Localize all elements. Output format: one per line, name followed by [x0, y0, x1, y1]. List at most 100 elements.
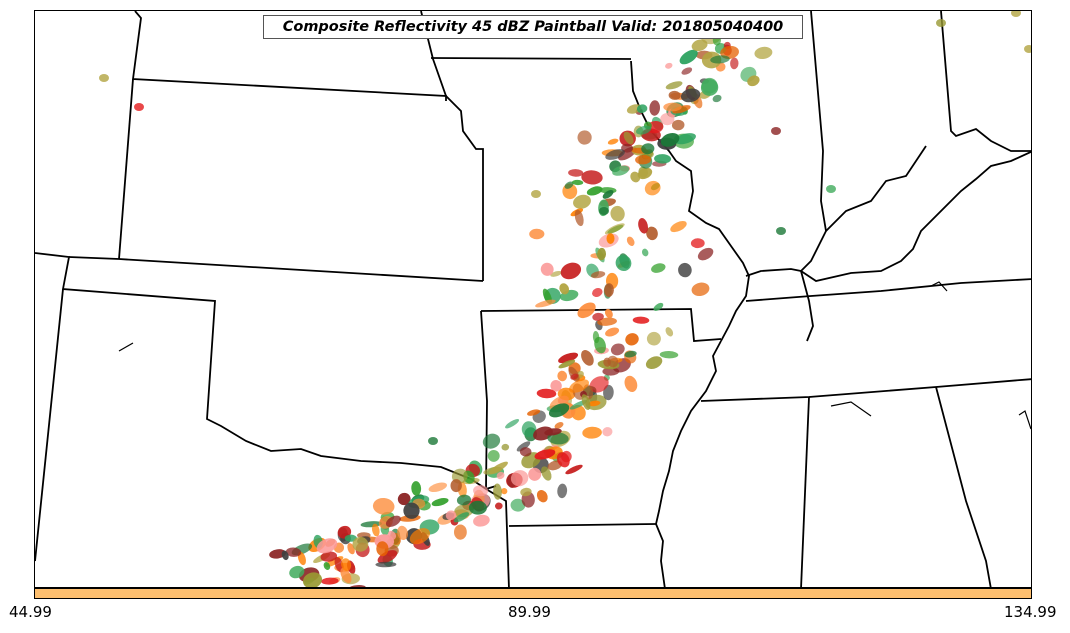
- storm-cell: [557, 370, 568, 382]
- storm-cell: [376, 541, 389, 557]
- storm-cell: [134, 103, 144, 111]
- storm-cell: [776, 227, 786, 235]
- storm-cell: [603, 357, 611, 367]
- storm-cell: [670, 221, 687, 233]
- storm-cell: [592, 312, 604, 321]
- storm-cell: [712, 94, 722, 103]
- storm-cell: [341, 558, 352, 571]
- state-border-line: [745, 278, 1031, 302]
- storm-cell: [501, 487, 508, 495]
- state-border-line: [630, 60, 750, 342]
- storm-cell: [403, 502, 420, 519]
- colorbar-tick-max: 134.99: [1004, 603, 1057, 621]
- storm-cell: [411, 481, 422, 496]
- storm-cell: [323, 562, 331, 570]
- storm-cell: [590, 271, 606, 279]
- storm-cell: [599, 207, 609, 215]
- storm-cell: [450, 479, 462, 493]
- storm-cell: [668, 90, 681, 100]
- storm-cell: [623, 131, 634, 145]
- storm-cell: [548, 403, 570, 418]
- storm-cell: [626, 236, 635, 246]
- storm-cell: [577, 130, 592, 145]
- storm-cell: [520, 487, 532, 497]
- state-border-line: [800, 396, 810, 587]
- storm-cell: [589, 376, 609, 393]
- storm-cell: [487, 449, 500, 462]
- storm-cell: [556, 452, 570, 468]
- storm-cell: [99, 74, 109, 82]
- storm-cell: [771, 127, 781, 135]
- storm-cell: [496, 471, 505, 480]
- storm-cell: [672, 105, 691, 114]
- storm-cell: [602, 189, 614, 199]
- map-title: Composite Reflectivity 45 dBZ Paintball …: [282, 19, 784, 35]
- storm-cell: [541, 466, 552, 481]
- storm-cell: [482, 433, 501, 449]
- state-border-line: [800, 150, 1031, 282]
- storm-cell: [635, 154, 652, 165]
- storm-cells-layer: [99, 11, 1031, 587]
- storm-cell: [560, 262, 582, 280]
- storm-cell: [690, 238, 705, 249]
- storm-cell: [340, 567, 352, 584]
- storm-cell: [602, 367, 620, 376]
- storm-cell: [516, 441, 531, 452]
- storm-cell: [468, 500, 487, 515]
- storm-cell: [344, 534, 357, 542]
- storm-cell: [385, 515, 401, 527]
- state-border-line: [825, 145, 927, 232]
- storm-cell: [510, 470, 529, 487]
- state-border-line: [800, 270, 814, 342]
- storm-cell: [554, 421, 564, 429]
- storm-cell: [519, 447, 532, 457]
- state-border-line: [508, 523, 657, 527]
- storm-cell: [586, 186, 603, 196]
- storm-cell: [349, 585, 366, 587]
- storm-cell: [597, 317, 617, 326]
- storm-cell: [671, 119, 685, 131]
- storm-cell: [651, 263, 666, 273]
- storm-cell: [610, 205, 625, 222]
- state-border-line: [430, 57, 632, 60]
- storm-cell: [597, 247, 607, 261]
- storm-cell: [377, 550, 398, 564]
- storm-cell: [577, 302, 596, 319]
- storm-cell: [605, 149, 625, 160]
- state-border-line: [745, 268, 802, 277]
- lake-outline: [118, 342, 134, 352]
- state-border-line: [118, 78, 134, 260]
- storm-cell: [754, 46, 773, 59]
- colorbar: [34, 588, 1032, 599]
- storm-cell: [375, 561, 397, 568]
- storm-cell: [581, 350, 594, 366]
- title-box: Composite Reflectivity 45 dBZ Paintball …: [263, 15, 803, 39]
- lake-outline: [1018, 410, 1031, 430]
- state-border-line: [68, 256, 120, 260]
- storm-cell: [534, 449, 556, 460]
- storm-cell: [570, 373, 579, 380]
- storm-cell: [936, 19, 946, 27]
- storm-cell: [568, 169, 584, 177]
- storm-cell: [649, 100, 661, 116]
- storm-cell: [453, 512, 470, 523]
- storm-cell: [565, 464, 583, 475]
- state-border-line: [118, 258, 484, 282]
- storm-cell: [428, 437, 438, 445]
- storm-cell: [473, 514, 490, 527]
- storm-cell: [501, 443, 510, 451]
- storm-cell: [453, 524, 467, 540]
- storm-cell: [428, 482, 448, 493]
- storm-cell: [581, 170, 603, 185]
- storm-cell: [645, 356, 663, 369]
- storm-cell: [527, 409, 541, 416]
- storm-cell: [826, 185, 836, 193]
- storm-cell: [691, 39, 708, 52]
- storm-cell: [644, 180, 661, 196]
- state-border-line: [800, 11, 827, 272]
- storm-cell: [588, 400, 601, 407]
- storm-cell: [604, 223, 625, 235]
- storm-cell: [691, 282, 710, 297]
- storm-cell: [269, 549, 287, 559]
- storm-cell: [605, 327, 620, 337]
